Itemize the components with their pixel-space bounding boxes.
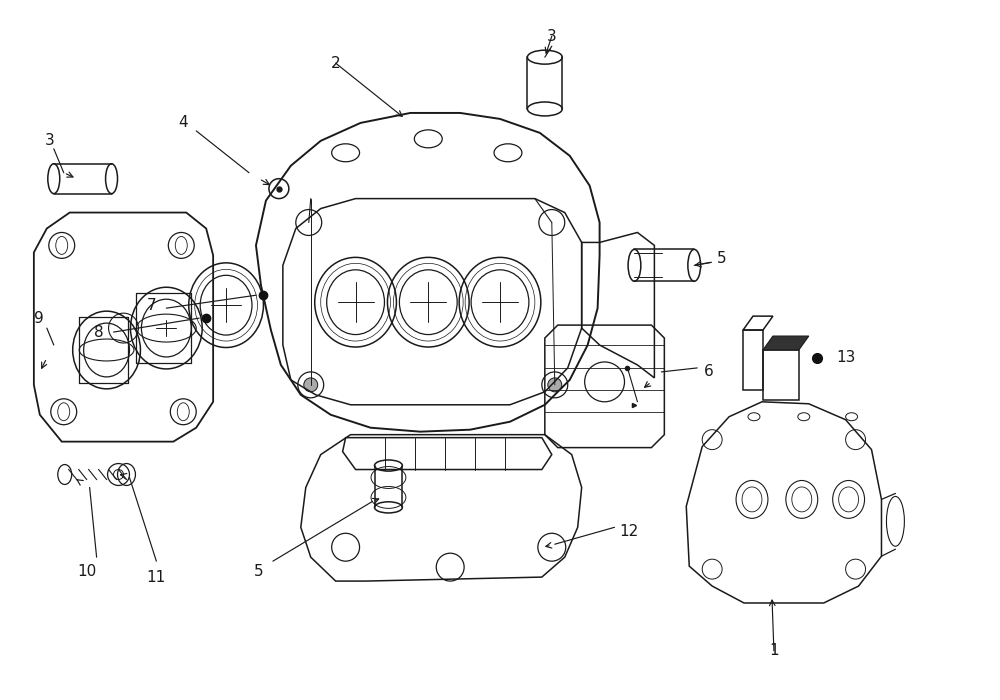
Circle shape bbox=[304, 378, 318, 392]
Text: 2: 2 bbox=[331, 55, 340, 71]
Text: 9: 9 bbox=[34, 311, 44, 326]
Text: 3: 3 bbox=[547, 29, 557, 43]
Polygon shape bbox=[763, 336, 809, 350]
Text: 1: 1 bbox=[769, 643, 779, 658]
Text: 12: 12 bbox=[620, 524, 639, 539]
Text: 10: 10 bbox=[77, 564, 96, 579]
Text: 13: 13 bbox=[837, 351, 856, 365]
Text: 3: 3 bbox=[45, 133, 55, 148]
Circle shape bbox=[548, 378, 562, 392]
Text: 8: 8 bbox=[94, 325, 104, 340]
Text: 5: 5 bbox=[254, 564, 264, 579]
Text: 5: 5 bbox=[717, 251, 727, 266]
Text: 4: 4 bbox=[178, 116, 188, 130]
Text: 11: 11 bbox=[147, 570, 166, 584]
Text: 7: 7 bbox=[147, 298, 156, 313]
Text: 6: 6 bbox=[704, 365, 714, 379]
